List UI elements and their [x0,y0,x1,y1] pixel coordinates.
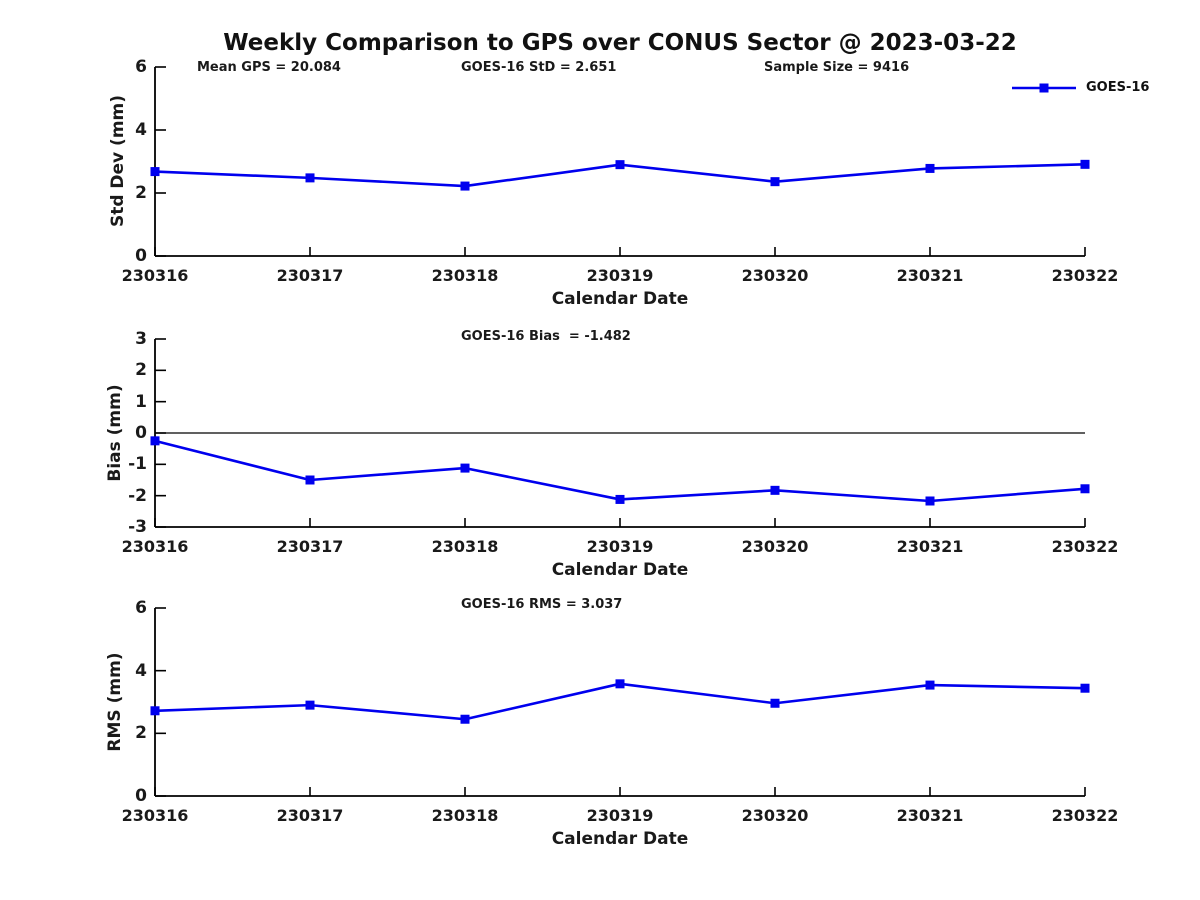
x-tick-label: 230322 [1051,266,1119,285]
legend-label: GOES-16 [1086,80,1150,95]
y-axis-label-std-dev: Std Dev (mm) [108,94,128,228]
legend-line-marker-icon [1012,83,1076,93]
x-tick-label: 230319 [586,537,654,556]
annotation-goes16-bias: GOES-16 Bias = -1.482 [461,329,631,344]
figure-title: Weekly Comparison to GPS over CONUS Sect… [223,30,1017,56]
y-tick-label: 4 [135,660,147,681]
x-tick-label: 230320 [741,806,809,825]
x-tick-label: 230320 [741,266,809,285]
y-tick-label: 2 [135,360,147,381]
y-tick-label: 1 [135,391,147,412]
data-point-marker [305,700,315,710]
data-point-marker [1080,484,1090,494]
x-tick-label: 230317 [276,266,344,285]
y-tick-label: 0 [135,423,147,443]
x-tick-label: 230321 [896,806,964,825]
y-tick-label: 6 [135,598,147,618]
x-tick-label: 230322 [1051,537,1119,556]
y-axis-label-rms: RMS (mm) [105,652,125,752]
legend: GOES-16 [1010,78,1149,98]
data-point-marker [460,714,470,724]
data-point-marker [615,494,625,504]
annotation-sample-size: Sample Size = 9416 [764,60,910,75]
data-point-marker [150,436,160,446]
annotation-mean-gps: Mean GPS = 20.084 [197,60,341,75]
data-point-marker [305,475,315,485]
data-point-marker [925,163,935,173]
data-point-marker [925,680,935,690]
x-tick-label: 230318 [431,806,499,825]
x-tick-label: 230318 [431,537,499,556]
data-point-marker [770,485,780,495]
data-point-marker [615,679,625,689]
annotation-goes16-std: GOES-16 StD = 2.651 [461,60,617,75]
data-point-marker [1080,683,1090,693]
y-tick-label: 2 [135,723,147,744]
x-tick-label: 230321 [896,537,964,556]
data-point-marker [150,706,160,716]
x-tick-label: 230319 [586,806,654,825]
x-axis-label-calendar-date-2: Calendar Date [551,560,689,580]
data-point-marker [1080,159,1090,169]
data-point-marker [925,496,935,506]
y-tick-label: 6 [135,57,147,77]
x-tick-label: 230317 [276,806,344,825]
x-tick-label: 230320 [741,537,809,556]
data-point-marker [150,167,160,177]
data-point-marker [460,181,470,191]
data-point-marker [770,177,780,187]
y-tick-label: 0 [135,786,147,806]
annotation-goes16-rms: GOES-16 RMS = 3.037 [461,597,623,612]
y-tick-label: -1 [128,454,147,475]
x-tick-label: 230317 [276,537,344,556]
y-tick-label: 3 [135,329,147,349]
data-point-marker [460,463,470,473]
x-tick-label: 230316 [121,266,189,285]
x-tick-label: 230322 [1051,806,1119,825]
y-tick-label: 2 [135,183,147,203]
x-tick-label: 230316 [121,537,189,556]
x-tick-label: 230321 [896,266,964,285]
y-tick-label: -3 [128,517,147,537]
y-tick-label: 4 [135,120,147,140]
x-tick-label: 230318 [431,266,499,285]
x-axis-label-calendar-date-3: Calendar Date [551,829,689,849]
data-point-marker [615,160,625,170]
x-tick-label: 230316 [121,806,189,825]
x-axis-label-calendar-date-1: Calendar Date [551,289,689,309]
data-point-marker [305,173,315,183]
data-point-marker [770,698,780,708]
x-tick-label: 230319 [586,266,654,285]
y-tick-label: 0 [135,246,147,266]
y-tick-label: -2 [128,485,147,506]
